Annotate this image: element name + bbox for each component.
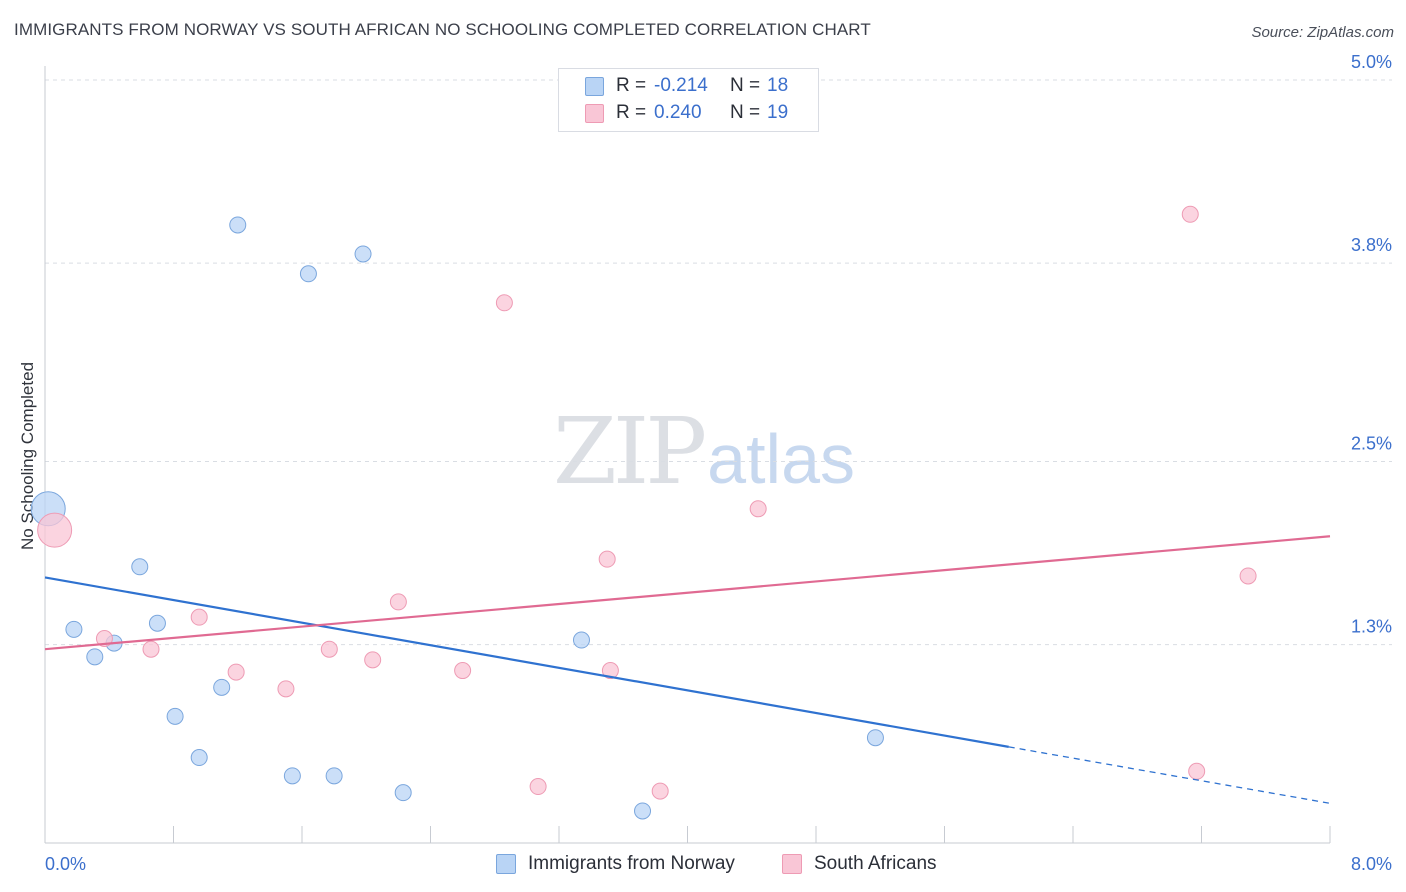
y-tick-label: 1.3% — [1351, 617, 1392, 637]
norway-point — [283, 767, 301, 785]
legend-n-label: N = — [730, 75, 761, 96]
south-africans-point — [749, 500, 767, 518]
norway-trend-line — [44, 576, 1009, 748]
norway-legend-swatch-icon — [496, 854, 516, 874]
bottom-legend-label: South Africans — [814, 853, 937, 874]
source-credit: Source: ZipAtlas.com — [1251, 24, 1394, 41]
norway-point — [394, 784, 412, 802]
south-africans-point — [651, 782, 669, 800]
legend-r-label: R = — [616, 75, 647, 96]
norway-point — [229, 216, 247, 234]
norway-point — [86, 648, 104, 666]
south-africans-point — [277, 680, 295, 698]
legend-row-norway: R = -0.214 N = 18 — [585, 74, 788, 98]
legend-row-south-africans: R = 0.240 N = 19 — [585, 101, 788, 125]
south-africans-point — [1188, 762, 1206, 780]
south-africans-point — [1181, 205, 1199, 223]
south-africans-point — [601, 662, 619, 680]
south-africans-point — [495, 294, 513, 312]
south-africans-point — [598, 550, 616, 568]
south-africans-point — [227, 663, 245, 681]
south-africans-point — [454, 662, 472, 680]
y-tick-label: 3.8% — [1351, 235, 1392, 255]
south-africans-point — [190, 608, 208, 626]
legend-r-value: 0.240 — [654, 102, 702, 123]
legend-n-value: 18 — [767, 75, 789, 96]
norway-point — [325, 767, 343, 785]
norway-point — [190, 749, 208, 767]
bottom-legend-south-africans: South Africans — [782, 852, 937, 876]
norway-swatch-icon — [585, 76, 604, 96]
south-africans-legend-swatch-icon — [782, 854, 802, 874]
norway-point — [572, 631, 590, 649]
norway-point — [634, 802, 652, 820]
bottom-legend-norway: Immigrants from Norway — [496, 852, 735, 876]
y-tick-label: 5.0% — [1351, 52, 1392, 72]
south-africans-trend-line — [44, 535, 1331, 651]
legend-r-label: R = — [616, 102, 647, 123]
correlation-legend: R = -0.214 N = 18 R = 0.240 N = 19 — [558, 68, 819, 132]
norway-point — [65, 620, 83, 638]
norway-point — [866, 729, 884, 747]
x-tick-label: 8.0% — [1351, 854, 1392, 874]
norway-trend-extension — [1008, 746, 1331, 804]
norway-point — [148, 614, 166, 632]
legend-n-label: N = — [730, 102, 761, 123]
south-africans-point — [1239, 567, 1257, 585]
south-africans-point — [142, 640, 160, 658]
norway-point — [131, 558, 149, 576]
south-africans-point — [364, 651, 382, 669]
norway-point — [354, 245, 372, 263]
norway-point — [166, 707, 184, 725]
chart-title: IMMIGRANTS FROM NORWAY VS SOUTH AFRICAN … — [14, 20, 871, 39]
x-tick-label: 0.0% — [45, 854, 86, 874]
norway-point — [299, 265, 317, 283]
y-tick-label: 2.5% — [1351, 434, 1392, 454]
south-africans-point — [320, 640, 338, 658]
bottom-legend-label: Immigrants from Norway — [528, 853, 735, 874]
legend-n-value: 19 — [767, 102, 789, 123]
legend-r-value: -0.214 — [654, 75, 708, 96]
south-africans-point — [389, 593, 407, 611]
south-africans-point — [95, 630, 113, 648]
south-africans-swatch-icon — [585, 103, 604, 123]
south-africans-point — [529, 778, 547, 796]
south-africans-point — [37, 512, 73, 548]
norway-point — [213, 678, 231, 696]
